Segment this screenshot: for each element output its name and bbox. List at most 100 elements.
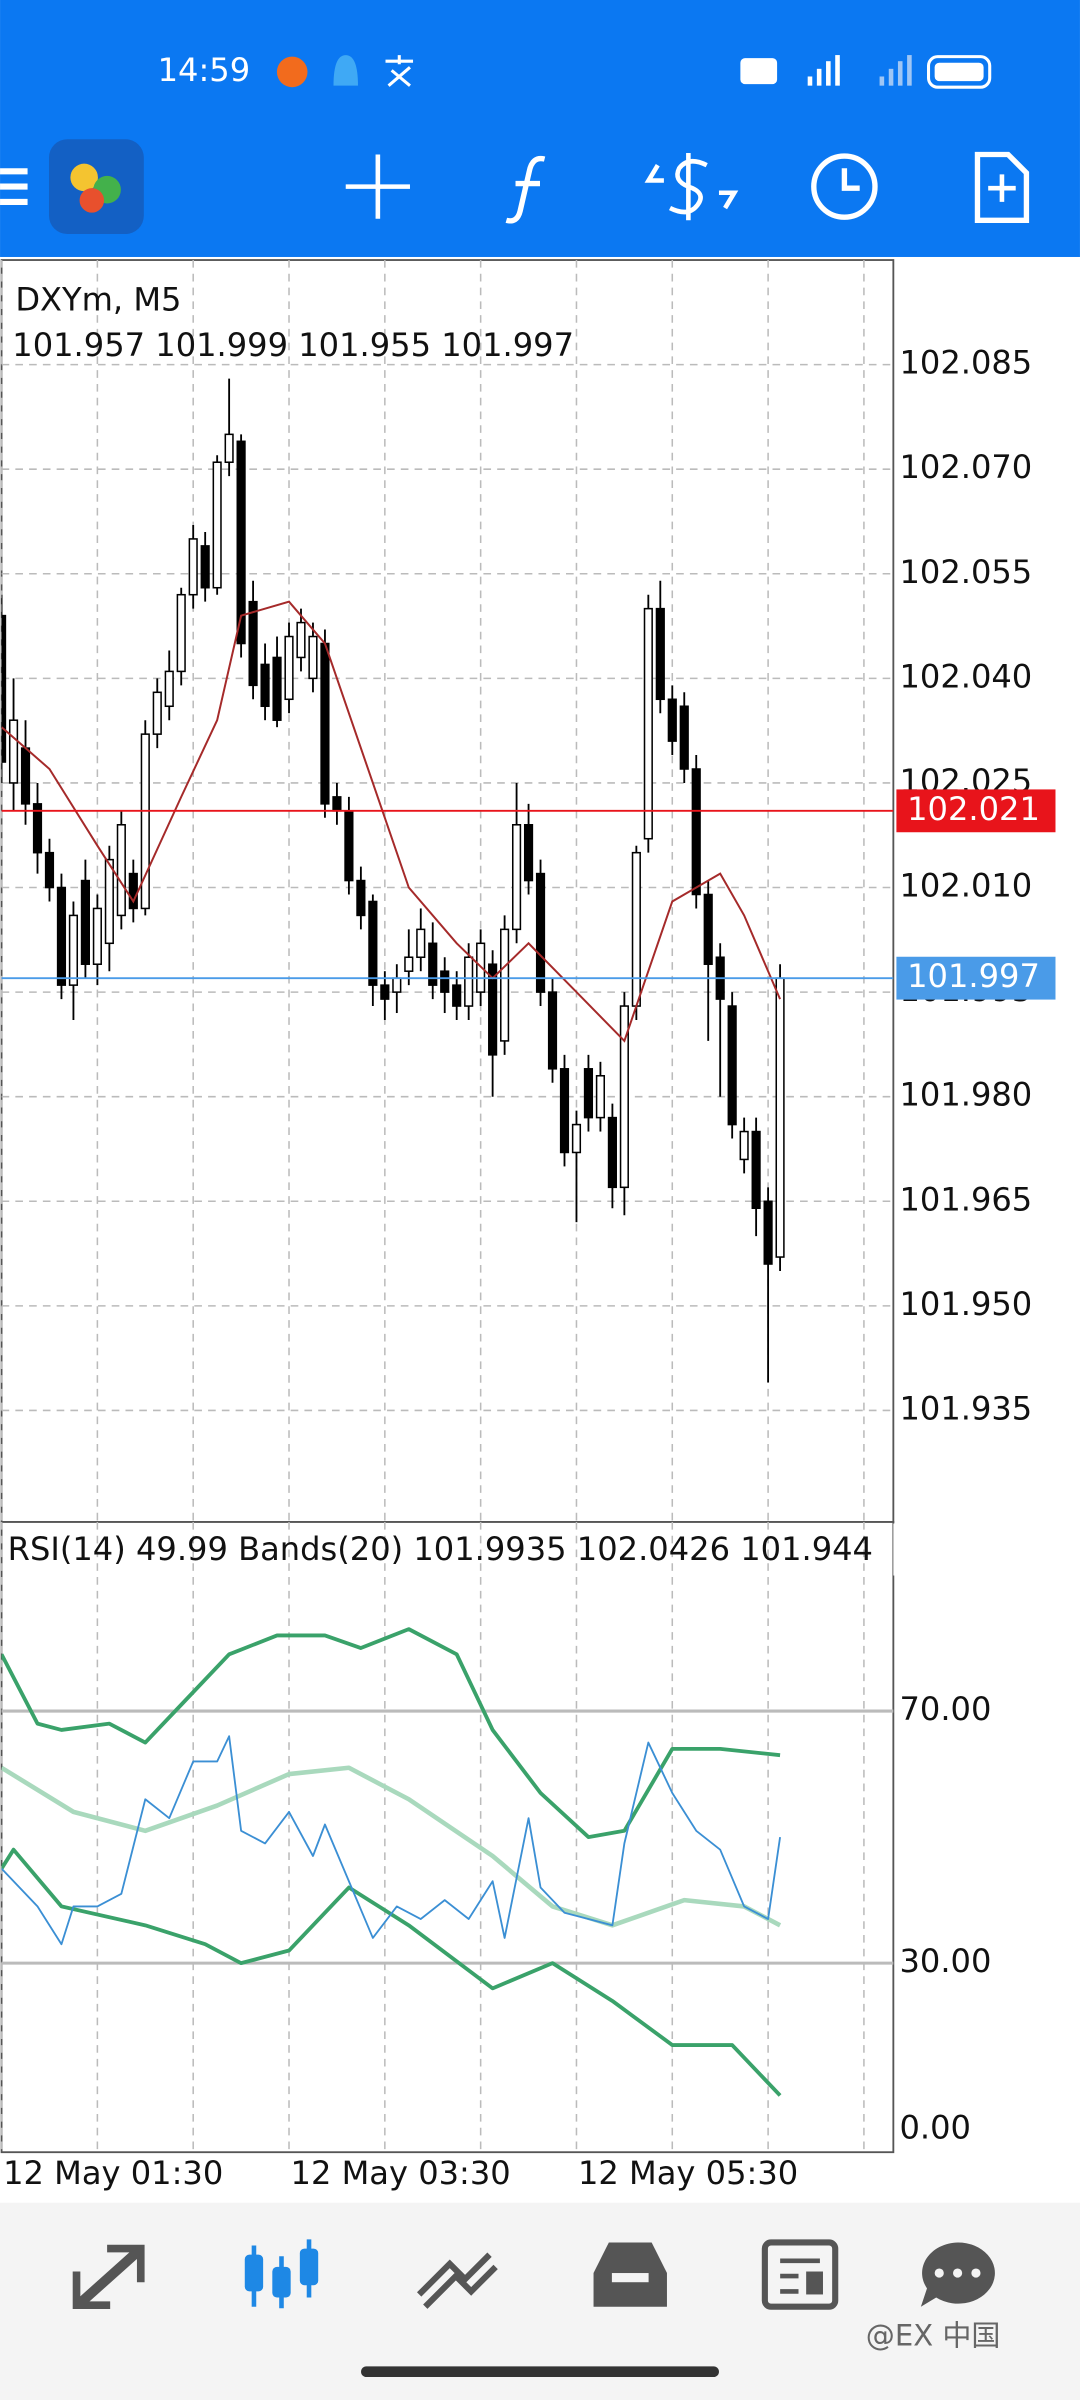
nav-chat[interactable] (920, 2242, 995, 2307)
candle-body (152, 691, 162, 735)
candle-body (212, 461, 222, 589)
series-line (1, 1735, 781, 1946)
y-tick-label: 101.935 (899, 1389, 1032, 1427)
candle-body (679, 705, 689, 770)
price-tag (896, 956, 1056, 1000)
y-tick-label: 102.070 (899, 448, 1032, 486)
candle-body (511, 824, 522, 931)
candle-body (607, 1116, 617, 1189)
candle-body (368, 900, 378, 986)
candle-body (571, 1123, 582, 1154)
app-icon[interactable] (48, 139, 144, 235)
y-tick-label: 70.00 (899, 1690, 991, 1728)
candle-body (8, 719, 19, 784)
rsi-title-mask (893, 1523, 1080, 1576)
status-time: 14:59 (158, 51, 251, 89)
candle-body (68, 914, 79, 986)
candle-body (1, 614, 7, 763)
candle-body (691, 768, 701, 896)
candle-body (32, 803, 43, 854)
candle-body (655, 607, 665, 701)
candle-body (104, 858, 114, 945)
candle-body (440, 970, 450, 993)
y-tick-label: 102.010 (899, 867, 1032, 905)
main-plot (1, 378, 894, 1383)
candle-body (308, 635, 318, 680)
candle-body (547, 991, 558, 1070)
candle-body (20, 747, 31, 805)
home-indicator (361, 2366, 719, 2378)
candle-body (272, 656, 282, 721)
ohlc-readout: 101.957 101.999 101.955 101.997 (12, 326, 574, 364)
candle-body (92, 907, 102, 965)
candle-body (248, 600, 258, 687)
nav-history[interactable] (593, 2242, 667, 2307)
candle-body (775, 977, 785, 1258)
x-tick-label: 12 May 01:30 (3, 2154, 223, 2192)
y-tick-label: 101.965 (899, 1180, 1032, 1218)
candle-body (332, 796, 342, 812)
candle-body (80, 879, 90, 965)
candle-body (224, 433, 234, 463)
new-order-button[interactable] (974, 151, 1030, 223)
y-tick-label: 101.950 (899, 1285, 1032, 1323)
trade-button[interactable] (644, 152, 739, 221)
moving-average (1, 600, 781, 1043)
nav-news[interactable] (761, 2239, 839, 2310)
status-icons (276, 55, 992, 89)
rsi-title: RSI(14) 49.99 Bands(20) 101.9935 102.042… (8, 1530, 873, 1568)
indicators-button[interactable] (505, 155, 546, 224)
y-tick-label: 102.040 (899, 657, 1032, 695)
x-tick-label: 12 May 05:30 (578, 2154, 798, 2192)
rsi-grid (0, 1521, 894, 2153)
candle-body (116, 824, 126, 917)
menu-button[interactable] (0, 168, 28, 205)
price-tag-label: 101.997 (907, 957, 1040, 995)
candle-body (140, 733, 150, 910)
watermark: @EX 中国 (866, 2318, 1001, 2352)
y-tick-label: 30.00 (899, 1942, 991, 1980)
candle-body (523, 824, 534, 882)
candle-body (380, 984, 390, 1000)
candle-body (619, 1005, 629, 1189)
nav-chart[interactable] (244, 2239, 319, 2309)
candle-body (595, 1075, 606, 1119)
candle-body (763, 1200, 773, 1265)
candle-body (667, 698, 677, 742)
y-tick-label: 101.980 (899, 1076, 1032, 1114)
candle-body (344, 810, 354, 882)
nav-quotes[interactable] (72, 2244, 145, 2309)
candle-body (464, 956, 474, 1007)
candle-body (320, 642, 330, 805)
x-tick-label: 12 May 03:30 (291, 2154, 511, 2192)
candle-body (559, 1068, 570, 1154)
candle-body (500, 928, 510, 1042)
candle-body (631, 851, 641, 1007)
history-button[interactable] (811, 153, 878, 220)
nav-trade[interactable] (416, 2252, 498, 2309)
candle-body (703, 893, 713, 965)
crosshair-button[interactable] (345, 154, 410, 219)
candle-body (164, 670, 174, 708)
series-line (1, 1765, 782, 1928)
candle-body (392, 977, 402, 993)
header-bg (0, 0, 1080, 257)
candle-body (535, 872, 546, 993)
candle-body (727, 1005, 737, 1126)
series-line (1, 1627, 781, 1840)
candle-body (200, 545, 210, 589)
chart-title: DXYm, M5 (15, 280, 181, 318)
candle-body (751, 1130, 761, 1210)
candle-body (583, 1068, 594, 1119)
y-tick-label: 0.00 (899, 2108, 971, 2146)
labels: 101.935101.950101.965101.980101.995102.0… (3, 344, 1056, 2192)
candle-body (296, 621, 306, 659)
candle-body (488, 963, 498, 1056)
y-tick-label: 102.085 (899, 344, 1032, 382)
rsi-panel (0, 1521, 895, 2154)
toolbar (0, 139, 1030, 235)
candle-body (356, 879, 366, 917)
main-panel (0, 259, 895, 1523)
